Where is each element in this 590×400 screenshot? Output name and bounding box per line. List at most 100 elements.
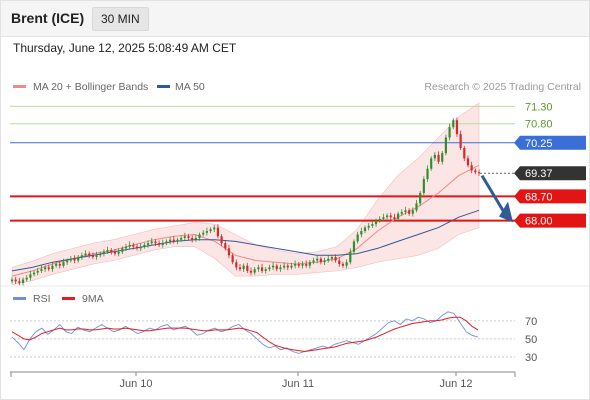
candle (411, 207, 414, 217)
candle (21, 277, 25, 286)
candle (323, 257, 326, 265)
candle (327, 255, 330, 263)
candle (58, 261, 61, 269)
candle (84, 250, 87, 258)
time-axis: Jun 10 Jun 11 Jun 12 (10, 371, 516, 390)
candle (18, 277, 21, 286)
candle (198, 232, 201, 241)
candle (459, 130, 462, 151)
rsi-series-rsi (11, 311, 479, 354)
candle (363, 225, 367, 234)
candle (444, 134, 448, 156)
candle (466, 155, 470, 168)
candle (374, 218, 378, 227)
candle (29, 270, 32, 281)
candle (40, 265, 43, 273)
rsi-tick-50: 50 (525, 334, 537, 346)
candle (124, 243, 128, 252)
candle (191, 235, 194, 243)
candle (271, 262, 275, 271)
candle (106, 246, 109, 254)
candle (305, 260, 308, 268)
level-tag-68.70 (514, 189, 586, 204)
candle (371, 220, 374, 228)
candle (110, 248, 113, 255)
key-levels (10, 105, 515, 222)
candle (474, 168, 477, 175)
candle (356, 231, 359, 244)
candle (397, 211, 400, 222)
x-axis-label: Jun 10 (119, 378, 152, 390)
candle (47, 264, 50, 272)
candle (345, 259, 348, 269)
header-bar: Brent (ICE) 30 MIN (0, 0, 590, 37)
candle (279, 264, 282, 272)
candle (360, 227, 363, 238)
candles (10, 117, 481, 286)
ma9-legend-label: 9MA (82, 293, 104, 305)
candle (180, 235, 183, 242)
level-label-68.00: 68.00 (525, 216, 553, 228)
level-label-68.70: 68.70 (525, 191, 553, 203)
candle (88, 251, 91, 259)
candle (433, 152, 436, 162)
timeframe-badge[interactable]: 30 MIN (92, 7, 149, 31)
candle (378, 216, 381, 223)
candle (135, 243, 139, 251)
level-labels: 71.30 70.80 70.25 69.37 68.70 68.00 (514, 101, 586, 228)
candle (385, 213, 389, 220)
candle (128, 241, 131, 249)
candle (36, 268, 39, 276)
candle (224, 240, 227, 251)
x-axis-label: Jun 12 (439, 378, 472, 390)
level-tag-70.25 (514, 135, 586, 150)
candle (227, 244, 231, 259)
candle (14, 276, 17, 285)
candle (165, 239, 168, 246)
candle (143, 242, 146, 249)
candle (389, 212, 392, 220)
candle (69, 255, 72, 263)
candle (55, 261, 58, 268)
rsi-series-9ma (11, 316, 479, 353)
forecast-arrow (480, 174, 513, 223)
candle (77, 254, 80, 263)
level-label-70.80: 70.80 (525, 119, 553, 131)
level-tag-68.00 (514, 213, 586, 228)
candle (349, 248, 352, 265)
candle (316, 255, 319, 264)
rsi-legend: RSI 9MA (13, 293, 104, 305)
candle (150, 237, 153, 246)
candle (441, 151, 444, 165)
candle (294, 260, 297, 269)
candle (249, 267, 253, 276)
ma50-legend-label: MA 50 (175, 81, 205, 93)
candle (452, 118, 455, 130)
x-axis-label: Jun 11 (282, 378, 314, 390)
candle (235, 259, 238, 271)
candle (209, 227, 212, 234)
candle (400, 209, 403, 216)
candle (253, 267, 256, 275)
candle (312, 257, 315, 265)
rsi-tick-70: 70 (525, 316, 537, 328)
candle (257, 264, 260, 272)
rsi-panel: 70 50 30 (10, 311, 537, 364)
candle (10, 277, 14, 284)
attribution: Research © 2025 Trading Central (424, 81, 581, 93)
candle (32, 270, 36, 277)
level-label-70.25: 70.25 (525, 138, 553, 150)
candle (157, 240, 161, 247)
candle (382, 213, 385, 222)
level-tag-69.37 (514, 166, 586, 181)
candle (51, 262, 54, 272)
level-label-69.37: 69.37 (525, 168, 553, 180)
candle (242, 263, 245, 272)
candle (132, 242, 135, 250)
candle (139, 243, 142, 252)
candle (146, 240, 150, 248)
candle (238, 263, 242, 272)
candle (437, 151, 440, 164)
candle (202, 230, 205, 237)
